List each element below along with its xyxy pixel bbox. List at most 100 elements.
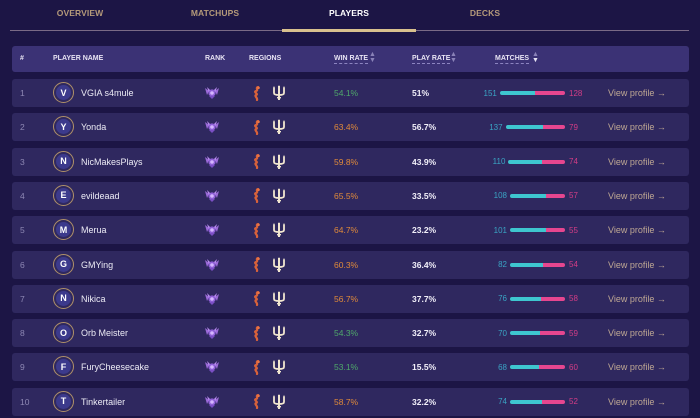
- match-wins: 151: [483, 88, 497, 98]
- avatar: Y: [53, 116, 74, 138]
- match-losses: 60: [569, 362, 578, 372]
- player-name[interactable]: Yonda: [81, 122, 107, 133]
- shurima-dragon-icon: [252, 353, 262, 381]
- header-player-name: PLAYER NAME: [53, 55, 104, 62]
- losses-segment: [541, 296, 565, 301]
- player-name[interactable]: evildeaad: [81, 190, 120, 201]
- row-rank: 4: [20, 190, 25, 201]
- tab-players[interactable]: PLAYERS: [328, 8, 370, 18]
- header-rank: RANK: [205, 55, 226, 62]
- bilgewater-trident-icon: [272, 148, 286, 176]
- table-row[interactable]: 1 V VGIA s4mule: [12, 79, 689, 107]
- wins-segment: [508, 159, 543, 164]
- tab-decks[interactable]: DECKS: [469, 8, 501, 18]
- player-name[interactable]: NicMakesPlays: [81, 156, 143, 167]
- tab-bar: OVERVIEW MATCHUPS PLAYERS DECKS: [0, 0, 700, 32]
- row-rank: 1: [20, 88, 25, 98]
- match-losses: 128: [569, 88, 583, 98]
- view-profile-link[interactable]: View profile →: [608, 259, 666, 270]
- master-rank-emblem-icon: [204, 148, 220, 176]
- table-row[interactable]: 9 F FuryCheesecake: [12, 353, 689, 382]
- header-play-rate[interactable]: PLAY RATE: [412, 55, 451, 64]
- master-rank-emblem-icon: [204, 285, 220, 313]
- table-row[interactable]: 5 M Merua: [12, 216, 689, 245]
- avatar: F: [53, 356, 74, 378]
- player-name[interactable]: Nikica: [81, 293, 106, 304]
- master-rank-emblem-icon: [204, 79, 220, 107]
- view-profile-link[interactable]: View profile →: [608, 88, 666, 98]
- wins-segment: [510, 262, 544, 267]
- row-rank: 2: [20, 122, 25, 133]
- bilgewater-trident-icon: [272, 216, 286, 244]
- view-profile-link[interactable]: View profile →: [608, 156, 666, 167]
- sort-updown-icon[interactable]: ▲ ▼: [369, 51, 376, 64]
- active-tab-indicator: [282, 29, 416, 32]
- avatar: N: [53, 287, 74, 309]
- sort-desc-icon[interactable]: ▲ ▼: [532, 51, 539, 64]
- tab-overview[interactable]: OVERVIEW: [56, 8, 104, 18]
- view-profile-link[interactable]: View profile →: [608, 190, 666, 201]
- match-wins: 137: [489, 122, 503, 132]
- match-wins: 82: [498, 260, 507, 269]
- view-profile-link[interactable]: View profile →: [608, 122, 666, 133]
- row-rank: 9: [20, 362, 25, 373]
- play-rate: 37.7%: [412, 293, 437, 304]
- match-losses: 52: [569, 397, 578, 407]
- losses-segment: [535, 91, 565, 95]
- table-row[interactable]: 4 E evildeaad: [12, 181, 689, 210]
- match-wins: 110: [492, 157, 506, 167]
- win-rate: 59.8%: [334, 156, 359, 167]
- table-row[interactable]: 7 N Nikica: [12, 284, 689, 313]
- bilgewater-trident-icon: [272, 79, 286, 107]
- bilgewater-trident-icon: [272, 182, 286, 210]
- view-profile-link[interactable]: View profile →: [608, 328, 666, 339]
- wins-segment: [510, 365, 540, 370]
- player-name[interactable]: GMYing: [81, 259, 114, 270]
- view-profile-link[interactable]: View profile →: [608, 362, 666, 373]
- player-name[interactable]: Orb Meister: [81, 328, 129, 339]
- row-rank: 6: [20, 259, 25, 270]
- win-rate: 54.3%: [334, 328, 359, 339]
- header-win-rate[interactable]: WIN RATE: [334, 55, 369, 64]
- win-rate: 58.7%: [334, 396, 359, 407]
- table-row[interactable]: 2 Y Yonda: [12, 113, 689, 142]
- shurima-dragon-icon: [252, 216, 262, 244]
- player-name[interactable]: Tinkertailer: [81, 396, 126, 407]
- master-rank-emblem-icon: [204, 216, 220, 244]
- table-header: # PLAYER NAME RANK REGIONS WIN RATE ▲ ▼ P…: [12, 46, 689, 72]
- match-losses: 79: [569, 122, 578, 132]
- view-profile-link[interactable]: View profile →: [608, 396, 666, 407]
- player-name[interactable]: FuryCheesecake: [81, 362, 150, 373]
- row-rank: 10: [20, 396, 30, 407]
- sort-updown-icon[interactable]: ▲ ▼: [450, 51, 457, 64]
- tab-matchups[interactable]: MATCHUPS: [190, 8, 240, 18]
- play-rate: 32.7%: [412, 328, 437, 339]
- table-row[interactable]: 6 G GMYing: [12, 250, 689, 279]
- bilgewater-trident-icon: [272, 353, 286, 381]
- losses-segment: [539, 365, 565, 370]
- win-rate: 63.4%: [334, 122, 359, 133]
- table-row[interactable]: 10 T Tinkertailer: [12, 387, 689, 416]
- win-rate: 56.7%: [334, 293, 359, 304]
- wins-segment: [505, 125, 544, 130]
- win-loss-bar: [510, 296, 565, 301]
- losses-segment: [543, 262, 565, 267]
- avatar-initial: T: [56, 393, 71, 409]
- player-name[interactable]: VGIA s4mule: [81, 88, 134, 98]
- avatar-initial: N: [56, 153, 71, 169]
- play-rate: 23.2%: [412, 225, 437, 236]
- master-rank-emblem-icon: [204, 113, 220, 141]
- view-profile-link[interactable]: View profile →: [608, 225, 666, 236]
- view-profile-link[interactable]: View profile →: [608, 293, 666, 304]
- table-row[interactable]: 8 O Orb Meister: [12, 319, 689, 348]
- play-rate: 36.4%: [412, 259, 437, 270]
- avatar-initial: O: [56, 325, 71, 341]
- master-rank-emblem-icon: [204, 251, 220, 279]
- wins-segment: [510, 399, 543, 404]
- header-matches[interactable]: MATCHES: [495, 55, 530, 64]
- table-row[interactable]: 3 N NicMakesPlays: [12, 147, 689, 176]
- wins-segment: [499, 91, 536, 95]
- win-rate: 65.5%: [334, 190, 359, 201]
- losses-segment: [543, 125, 565, 130]
- player-name[interactable]: Merua: [81, 225, 107, 236]
